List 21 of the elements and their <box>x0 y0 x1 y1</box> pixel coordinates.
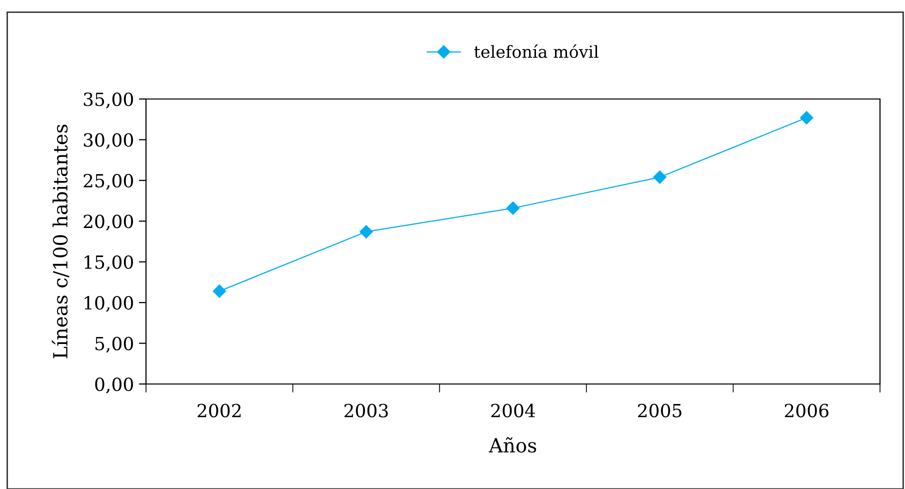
point <box>360 225 373 238</box>
y-tick-label: 20,00 <box>84 214 133 230</box>
y-tick-label: 15,00 <box>84 255 133 272</box>
y-tick-label: 35,00 <box>84 92 133 108</box>
legend-label: telefonía móvil <box>474 44 598 58</box>
y-tick-label: 10,00 <box>84 296 133 312</box>
point <box>653 170 666 184</box>
y-axis-title: Líneas c/100 habitantes <box>52 124 70 358</box>
y-tick-label: 0,00 <box>95 377 133 394</box>
x-tick-label: 2005 <box>638 404 682 418</box>
y-tick-label: 25,00 <box>84 174 133 190</box>
x-tick-label: 2006 <box>784 404 828 418</box>
x-axis-title: Años <box>488 437 536 453</box>
y-tick-label: 30,00 <box>84 133 133 150</box>
point <box>506 202 520 215</box>
x-tick-label: 2004 <box>491 404 536 418</box>
point <box>800 111 814 124</box>
x-tick-label: 2002 <box>198 404 241 418</box>
point <box>212 284 226 298</box>
x-tick-label: 2003 <box>344 404 388 418</box>
y-tick-label: 5,00 <box>96 336 133 353</box>
